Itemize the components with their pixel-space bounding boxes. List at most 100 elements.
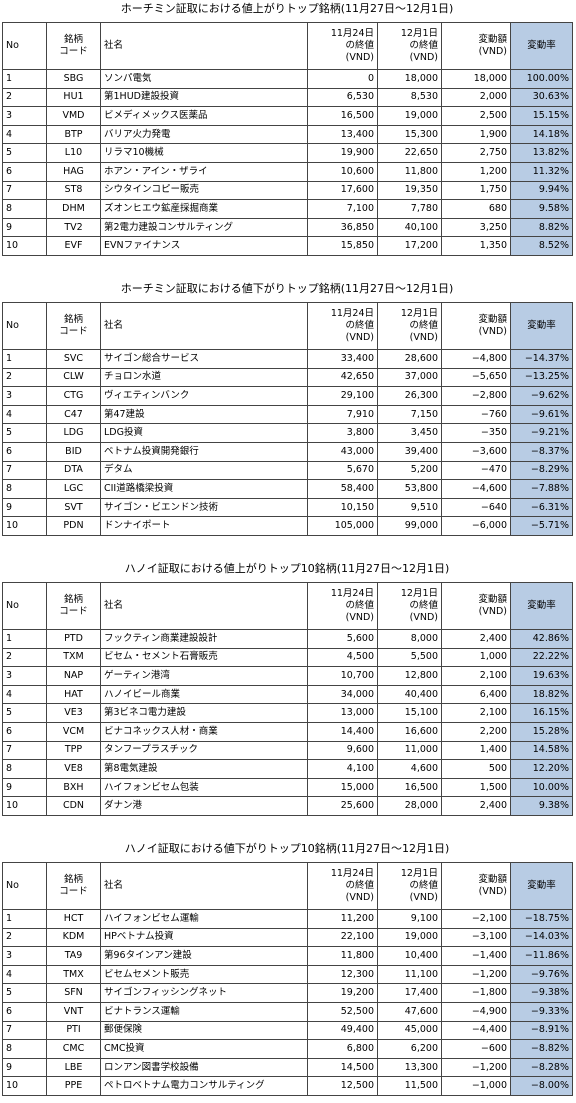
cell: ハイフォンビセム運輸	[100, 909, 308, 929]
cell: EVNファイナンス	[100, 236, 308, 256]
cell: 1	[2, 629, 47, 649]
cell: 11,800	[377, 161, 442, 182]
header-cell: 変動率	[510, 582, 573, 630]
cell: 9	[2, 217, 47, 238]
cell: ペトロベトナム電力コンサルティング	[100, 1076, 308, 1096]
cell: 5,600	[307, 629, 378, 649]
cell: ドンナイポート	[100, 516, 308, 536]
cell: 0	[307, 69, 378, 89]
cell: 1,900	[441, 124, 511, 145]
cell: サイゴンフィッシングネット	[100, 983, 308, 1003]
cell: 22.22%	[510, 647, 573, 668]
cell: 9	[2, 777, 47, 798]
cell: 99,000	[377, 516, 442, 536]
cell: 42,650	[307, 367, 378, 388]
cell: 3,450	[377, 423, 442, 443]
header-cell: 銘柄 コード	[46, 862, 101, 910]
cell: LGC	[46, 479, 101, 499]
cell: 15,100	[377, 703, 442, 723]
cell: 22,100	[307, 927, 378, 948]
stock-table: No 銘柄 コード 社名 11月24日 の終値 (VND) 12月1日 の終値 (VND…	[2, 582, 573, 816]
cell: 4,500	[307, 647, 378, 668]
cell: 1,000	[441, 647, 511, 668]
data-row: 4 C47 第47建設 7,910 7,150 −760 −9.61%	[2, 404, 573, 425]
data-row: 10 PDN ドンナイポート 105,000 99,000 −6,000 −5.71%	[2, 516, 573, 536]
data-row: 3 VMD ビメディメックス医薬品 16,500 19,000 2,500 15.15%	[2, 106, 573, 126]
cell: PPE	[46, 1076, 101, 1096]
cell: 19.63%	[510, 666, 573, 686]
cell: 9	[2, 497, 47, 518]
cell: 9	[2, 1057, 47, 1078]
data-row: 9 SVT サイゴン・ビエンドン技術 10,150 9,510 −640 −6.31%	[2, 497, 573, 518]
cell: BID	[46, 441, 101, 462]
cell: 22,650	[377, 143, 442, 163]
cell: −14.37%	[510, 349, 573, 369]
cell: 30.63%	[510, 87, 573, 108]
cell: 16,600	[377, 721, 442, 742]
header-cell: 銘柄 コード	[46, 22, 101, 70]
cell: 33,400	[307, 349, 378, 369]
data-row: 5 VE3 第3ビネコ電力建設 13,000 15,100 2,100 16.15%	[2, 703, 573, 723]
cell: 13,000	[307, 703, 378, 723]
cell: 4	[2, 124, 47, 145]
cell: LBE	[46, 1057, 101, 1078]
data-row: 7 DTA デタム 5,670 5,200 −470 −8.29%	[2, 460, 573, 481]
cell: 10	[2, 236, 47, 256]
cell: 10	[2, 1076, 47, 1096]
table-block: ハノイ証取における値上がりトップ10銘柄(11月27日～12月1日) No 銘柄 コ…	[2, 560, 573, 816]
cell: 9.38%	[510, 796, 573, 816]
cell: 15,000	[307, 777, 378, 798]
cell: −1,000	[441, 1076, 511, 1096]
cell: 2,750	[441, 143, 511, 163]
cell: HAT	[46, 684, 101, 705]
cell: 18.82%	[510, 684, 573, 705]
table-title: ハノイ証取における値上がりトップ10銘柄(11月27日～12月1日)	[124, 562, 450, 575]
cell: 19,000	[377, 106, 442, 126]
cell: −8.82%	[510, 1039, 573, 1059]
header-row: No 銘柄 コード 社名 11月24日 の終値 (VND) 12月1日 の終値 (VND…	[2, 22, 573, 70]
cell: 6,200	[377, 1039, 442, 1059]
data-row: 1 SVC サイゴン総合サービス 33,400 28,600 −4,800 −14.37%	[2, 349, 573, 369]
header-cell: 変動率	[510, 862, 573, 910]
cell: 1	[2, 69, 47, 89]
cell: ビセムセメント販売	[100, 964, 308, 985]
cell: 12,500	[307, 1076, 378, 1096]
cell: 1,350	[441, 236, 511, 256]
cell: 14,500	[307, 1057, 378, 1078]
cell: 12,800	[377, 666, 442, 686]
cell: シウタインコピー販売	[100, 180, 308, 201]
cell: BXH	[46, 777, 101, 798]
cell: ビセム・セメント石膏販売	[100, 647, 308, 668]
cell: −1,200	[441, 1057, 511, 1078]
cell: 1	[2, 349, 47, 369]
cell: ゲーティン港湾	[100, 666, 308, 686]
cell: 1	[2, 909, 47, 929]
cell: 14.18%	[510, 124, 573, 145]
cell: 16,500	[377, 777, 442, 798]
header-cell: 11月24日 の終値 (VND)	[307, 862, 378, 910]
cell: 14,400	[307, 721, 378, 742]
data-row: 2 CLW チョロン水道 42,650 37,000 −5,650 −13.25%	[2, 367, 573, 388]
cell: 8.52%	[510, 236, 573, 256]
cell: −9.21%	[510, 423, 573, 443]
cell: PTD	[46, 629, 101, 649]
cell: 9.94%	[510, 180, 573, 201]
cell: 43,000	[307, 441, 378, 462]
cell: リラマ10機械	[100, 143, 308, 163]
cell: ベトナム投資開発銀行	[100, 441, 308, 462]
cell: −9.61%	[510, 404, 573, 425]
cell: 15.28%	[510, 721, 573, 742]
cell: 1,400	[441, 740, 511, 761]
cell: LDG	[46, 423, 101, 443]
cell: 13,400	[307, 124, 378, 145]
cell: 5	[2, 703, 47, 723]
cell: BTP	[46, 124, 101, 145]
cell: 10,700	[307, 666, 378, 686]
cell: 11,000	[377, 740, 442, 761]
cell: バリア火力発電	[100, 124, 308, 145]
cell: 2,100	[441, 666, 511, 686]
cell: 4	[2, 404, 47, 425]
cell: 4	[2, 684, 47, 705]
header-cell: 11月24日 の終値 (VND)	[307, 302, 378, 350]
data-row: 1 PTD フックティン商業建設設計 5,600 8,000 2,400 42.86%	[2, 629, 573, 649]
